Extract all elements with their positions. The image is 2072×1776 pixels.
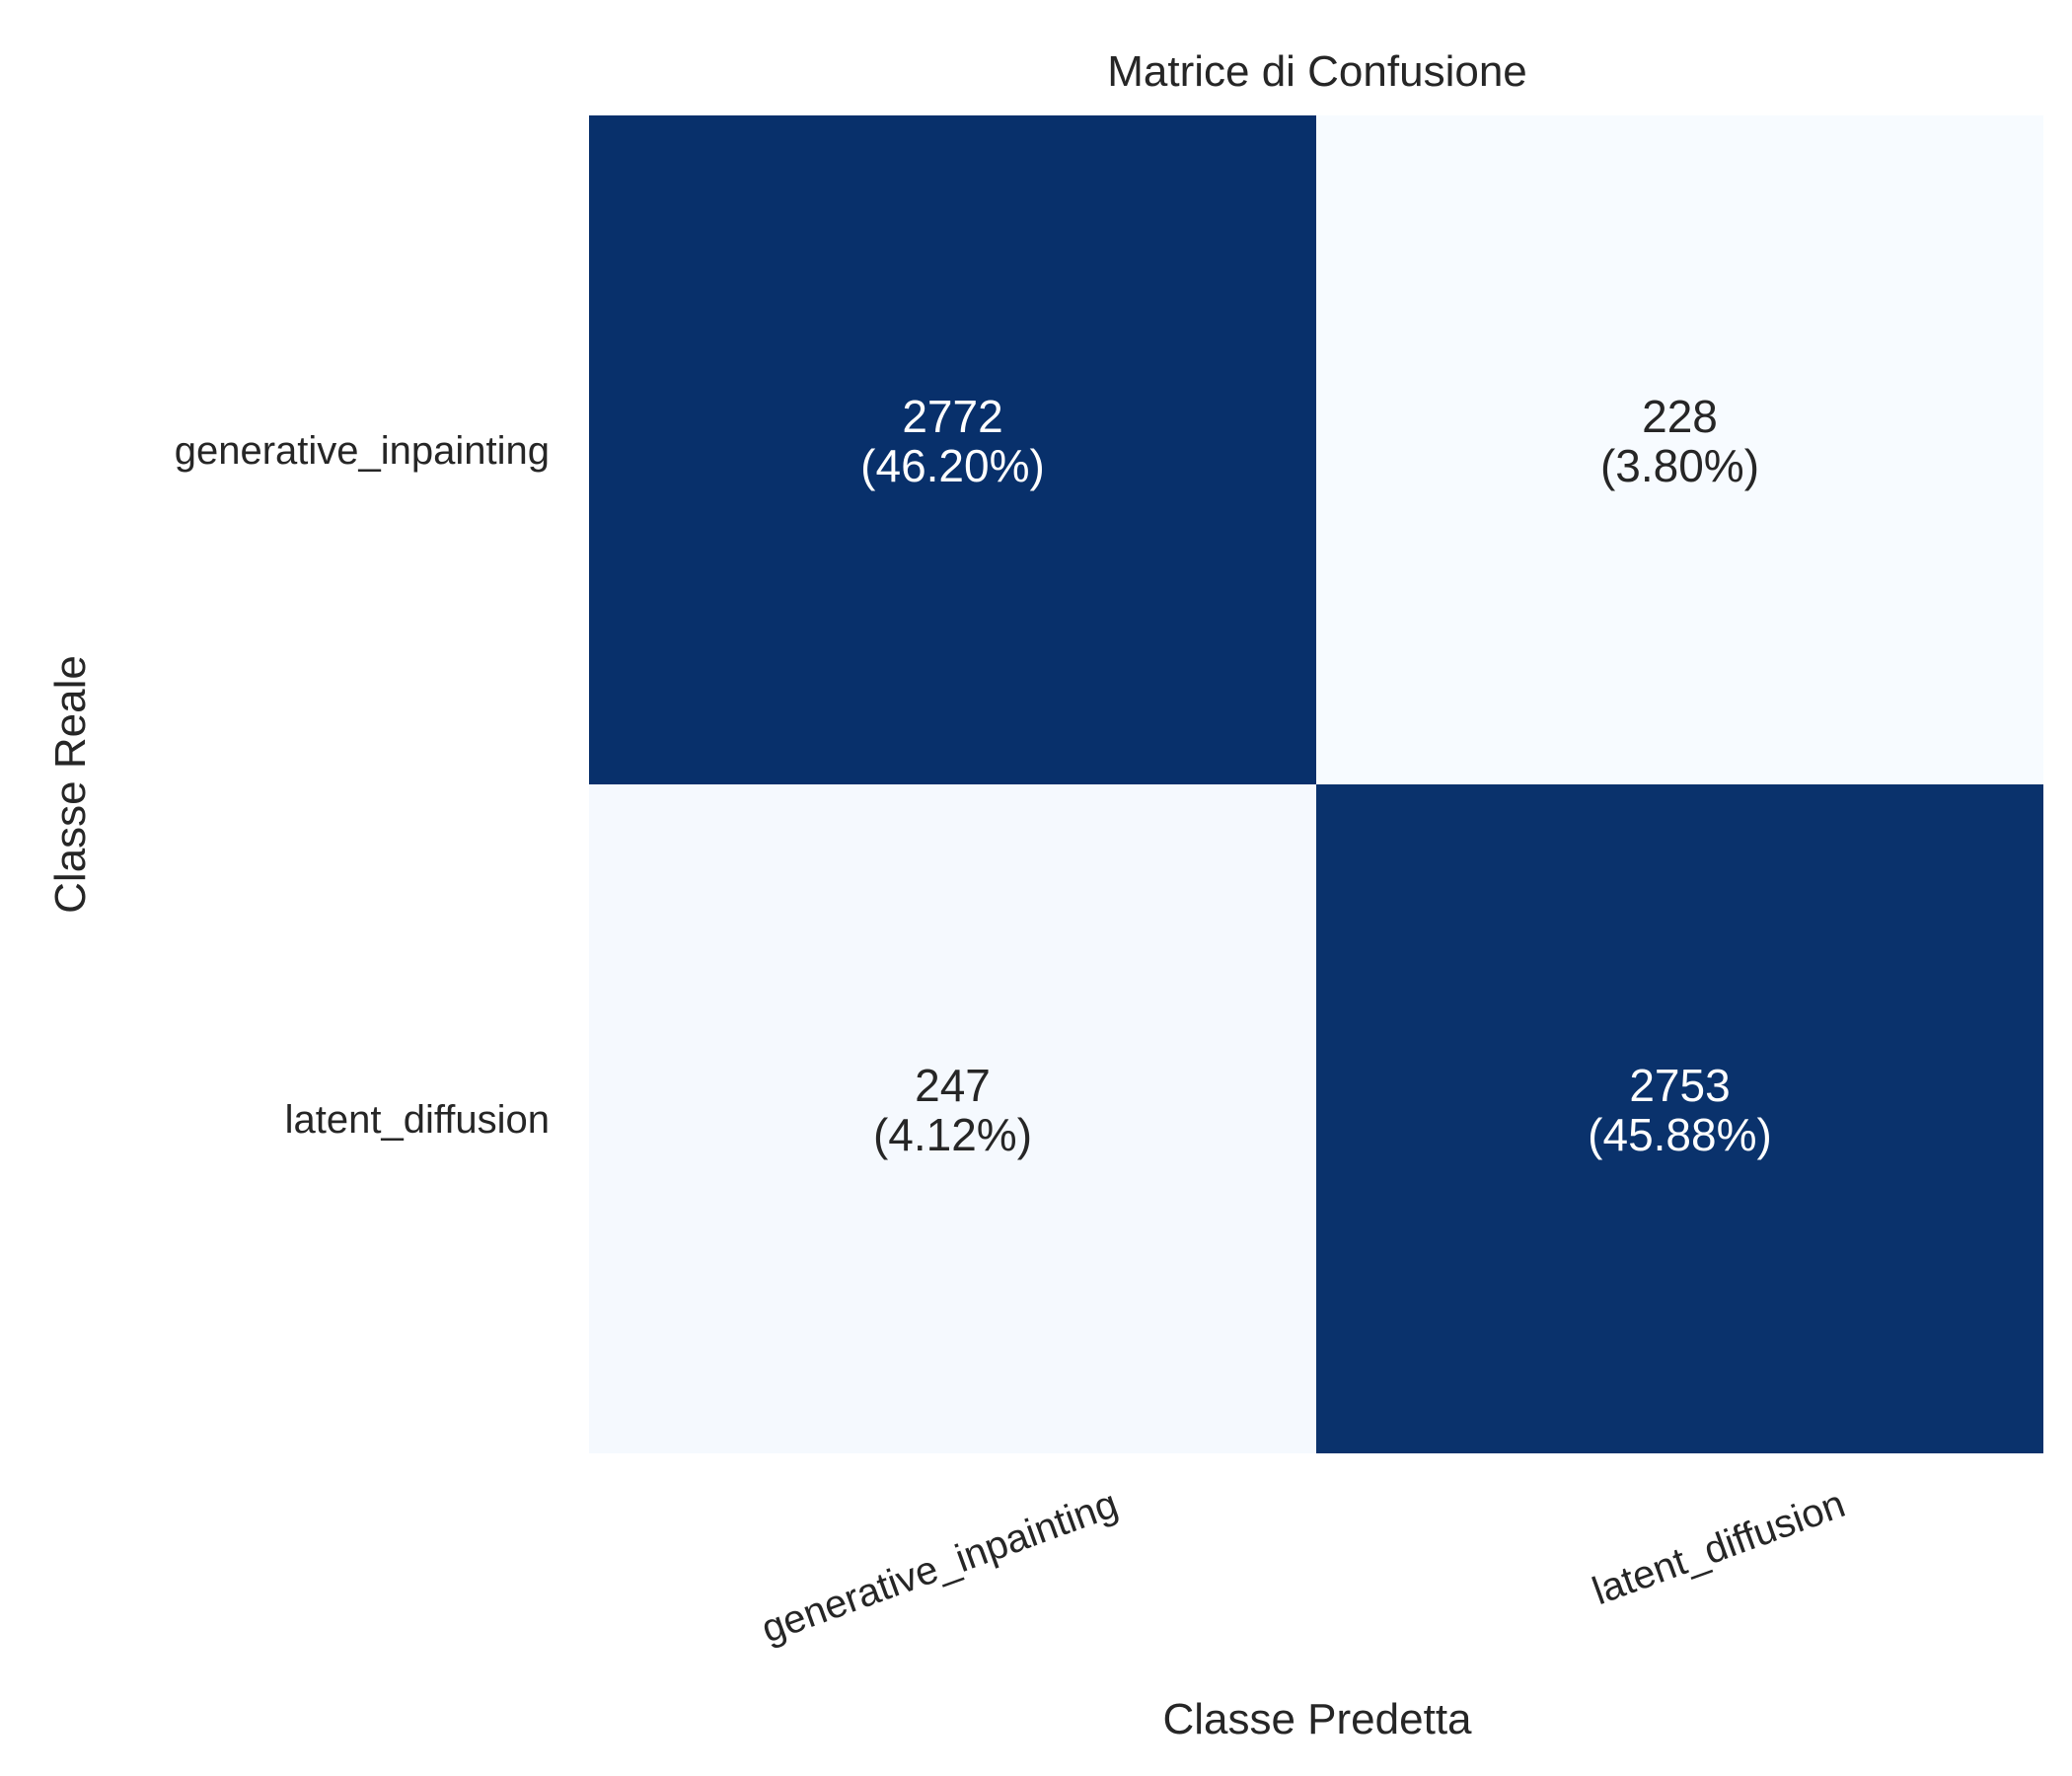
heatmap-cells [589,115,2043,1453]
x-tick-label-0: generative_inpainting [756,1482,1123,1651]
heatmap-cell-labels: 2772(46.20%) 228(3.80%) 247(4.12%) 2753(45.… [860,391,1772,1160]
x-tick-label-1: latent_diffusion [1587,1482,1850,1613]
heatmap-cell-r1-c0 [589,784,1316,1453]
cell-percent-label-r0-c1: (3.80%) [1600,440,1759,491]
heatmap-cell-r0-c0 [589,115,1316,784]
y-tick-label-1: latent_diffusion [285,1098,550,1142]
cell-count-label-r1-c0: 247 [915,1060,991,1111]
heatmap-cell-r1-c1 [1316,784,2043,1453]
cell-count-label-r0-c0: 2772 [902,391,1002,442]
chart-title: Matrice di Confusione [1107,47,1527,96]
cell-percent-label-r0-c0: (46.20%) [860,440,1045,491]
y-tick-label-0: generative_inpainting [175,429,550,473]
cell-percent-label-r1-c0: (4.12%) [873,1109,1032,1160]
x-axis-label: Classe Predetta [1162,1695,1472,1743]
x-tick-labels: generative_inpainting latent_diffusion [756,1482,1850,1651]
cell-count-label-r1-c1: 2753 [1629,1060,1730,1111]
y-tick-labels: generative_inpainting latent_diffusion [175,429,550,1142]
y-axis-label: Classe Reale [46,655,95,914]
cell-percent-label-r1-c1: (45.88%) [1588,1109,1772,1160]
cell-count-label-r0-c1: 228 [1642,391,1718,442]
heatmap-cell-r0-c1 [1316,115,2043,784]
